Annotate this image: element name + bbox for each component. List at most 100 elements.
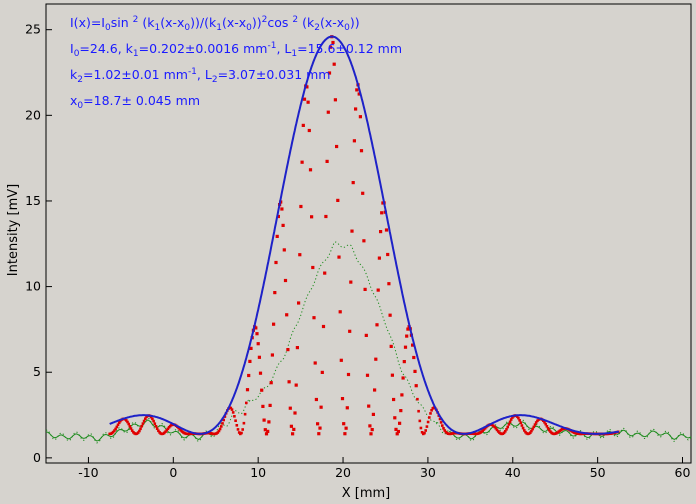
data-point bbox=[287, 380, 291, 384]
data-point bbox=[313, 361, 317, 365]
y-tick-label: 10 bbox=[25, 279, 41, 294]
data-point bbox=[380, 211, 384, 215]
data-point bbox=[257, 355, 261, 359]
data-point bbox=[140, 424, 143, 428]
data-point bbox=[116, 423, 120, 427]
data-point bbox=[249, 346, 253, 350]
data-point bbox=[256, 342, 260, 346]
data-point bbox=[288, 406, 292, 410]
data-point bbox=[286, 348, 290, 352]
data-point bbox=[332, 62, 336, 66]
data-point bbox=[314, 397, 318, 402]
x-axis-title: X [mm] bbox=[342, 486, 391, 501]
data-point bbox=[258, 371, 263, 375]
data-point bbox=[307, 128, 311, 133]
data-point bbox=[413, 369, 417, 373]
data-point bbox=[267, 420, 271, 424]
data-point bbox=[438, 417, 442, 421]
data-point bbox=[113, 429, 116, 432]
y-tick-label: 20 bbox=[25, 107, 41, 122]
data-point bbox=[333, 98, 337, 102]
data-point bbox=[392, 397, 396, 402]
data-point bbox=[346, 372, 351, 377]
data-point bbox=[318, 426, 322, 430]
data-point bbox=[129, 427, 133, 430]
fit-envelope bbox=[109, 35, 620, 435]
data-point bbox=[515, 415, 519, 418]
data-point bbox=[406, 327, 410, 331]
data-point bbox=[546, 427, 550, 430]
data-point bbox=[352, 139, 356, 143]
data-point bbox=[141, 422, 145, 425]
data-point bbox=[359, 149, 364, 153]
data-point bbox=[326, 110, 330, 114]
data-point bbox=[222, 418, 225, 422]
data-point bbox=[329, 45, 333, 49]
data-point bbox=[419, 426, 423, 430]
data-point bbox=[243, 412, 247, 416]
data-point bbox=[237, 431, 241, 434]
data-point bbox=[376, 288, 380, 292]
data-point bbox=[388, 313, 392, 317]
background-trace-line bbox=[45, 241, 692, 444]
data-point bbox=[336, 198, 340, 202]
data-point bbox=[495, 428, 499, 432]
data-point bbox=[241, 428, 244, 431]
data-point bbox=[374, 357, 378, 361]
data-point bbox=[544, 422, 547, 426]
x-tick-label: 20 bbox=[335, 465, 351, 480]
data-point bbox=[441, 424, 444, 427]
data-point bbox=[272, 322, 276, 326]
data-point bbox=[375, 323, 379, 327]
data-point bbox=[276, 214, 280, 219]
data-point bbox=[425, 425, 429, 428]
data-point bbox=[357, 92, 361, 96]
data-point bbox=[220, 425, 223, 428]
y-axis-title: Intensity [mV] bbox=[6, 184, 21, 276]
data-point bbox=[339, 358, 343, 362]
data-point bbox=[340, 397, 345, 401]
data-point bbox=[240, 431, 243, 435]
data-point bbox=[289, 424, 293, 428]
data-point bbox=[504, 430, 507, 433]
data-point bbox=[443, 429, 446, 432]
data-point bbox=[229, 406, 233, 410]
data-point bbox=[281, 223, 285, 227]
data-point bbox=[295, 346, 299, 350]
data-point bbox=[364, 333, 368, 337]
data-point bbox=[235, 424, 239, 427]
data-point bbox=[230, 408, 234, 411]
data-point bbox=[338, 310, 342, 314]
y-axis: 0 5 10 15 20 25 bbox=[25, 22, 52, 465]
data-point bbox=[362, 239, 366, 243]
data-point bbox=[138, 429, 141, 433]
x-tick-label: 60 bbox=[675, 465, 691, 480]
data-point bbox=[442, 427, 445, 430]
data-point bbox=[531, 427, 534, 431]
data-point bbox=[402, 360, 406, 364]
data-point bbox=[530, 429, 533, 433]
data-point bbox=[389, 344, 393, 348]
data-point bbox=[543, 421, 546, 424]
data-point bbox=[523, 429, 526, 432]
data-point bbox=[358, 115, 362, 119]
data-point bbox=[218, 427, 222, 431]
data-point bbox=[529, 431, 532, 434]
plot-frame bbox=[45, 3, 692, 464]
data-point bbox=[335, 144, 339, 149]
data-point bbox=[283, 278, 288, 283]
data-point bbox=[403, 345, 408, 349]
data-point bbox=[369, 432, 373, 436]
data-point bbox=[405, 334, 409, 338]
data-point bbox=[323, 271, 327, 275]
plot-area bbox=[45, 3, 692, 464]
data-point bbox=[355, 88, 359, 92]
data-point bbox=[269, 381, 273, 385]
data-point bbox=[545, 425, 549, 428]
data-point bbox=[384, 228, 389, 232]
data-point bbox=[428, 416, 431, 419]
x-tick-label: 30 bbox=[420, 465, 436, 480]
x-tick-label: -10 bbox=[78, 465, 98, 480]
data-point bbox=[298, 253, 302, 257]
data-point bbox=[350, 229, 354, 233]
